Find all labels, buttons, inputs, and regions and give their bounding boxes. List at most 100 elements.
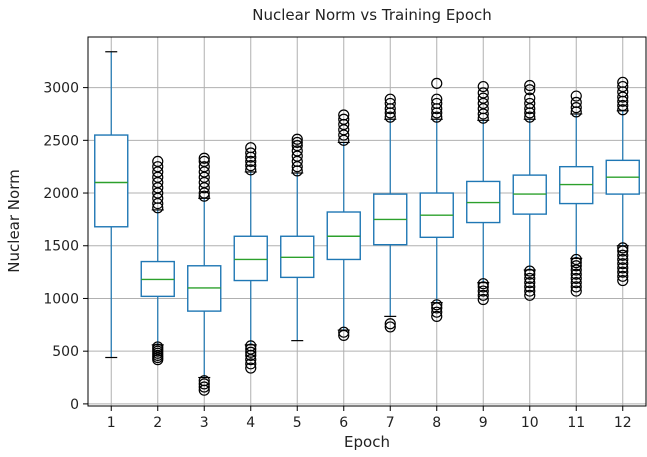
grid-lines [88,37,646,406]
x-tick-label: 11 [567,415,585,431]
outlier-point [524,265,536,277]
outlier-point [245,160,257,172]
box-epoch-12 [605,76,640,287]
outlier-point [431,299,443,311]
outlier-point [524,92,536,104]
outlier-point [431,306,443,318]
outlier-point [570,253,582,266]
outlier-point [617,80,629,93]
x-tick-label: 7 [386,415,395,431]
outlier-point [245,346,257,358]
outlier-point [477,281,489,293]
box-epoch-10 [512,79,547,301]
outlier-point [570,90,582,102]
outlier-point [524,281,536,293]
outlier-point [245,142,257,154]
box-epoch-9 [466,80,501,306]
outlier-point [198,161,210,173]
outlier-point [198,190,210,202]
outlier-point [524,272,536,285]
outlier-point [198,381,210,393]
outlier-point [477,278,489,290]
outlier-point [570,285,582,297]
chart-title: Nuclear Norm vs Training Epoch [252,6,492,24]
outlier-point [338,326,350,338]
outlier-point [524,277,536,289]
outlier-point [617,266,629,278]
outlier-point [198,152,210,164]
outlier-point [477,289,489,301]
outlier-point [477,92,489,104]
outlier-point [245,147,257,159]
x-tick-label: 1 [107,415,116,431]
outlier-point [617,274,629,287]
outlier-point [570,268,582,280]
outlier-point [570,96,582,108]
outlier-point [384,318,396,330]
y-tick-label: 1000 [43,291,79,307]
x-tick-label: 8 [432,415,441,431]
outlier-point [152,161,164,173]
outlier-point [384,321,396,333]
outlier-point [617,249,629,261]
x-tick-label: 6 [339,415,348,431]
x-tick-label: 2 [153,415,162,431]
y-tick-label: 1500 [43,239,79,255]
y-tick-label: 2500 [43,133,79,149]
plot-frame [87,36,647,407]
outlier-point [384,97,396,110]
outlier-point [384,111,396,123]
x-axis-label: Epoch [344,433,390,451]
box-epoch-1 [94,51,129,359]
box-epoch-6 [326,109,361,341]
outlier-point [617,270,629,282]
outlier-point [617,262,629,274]
y-tick-label: 0 [70,397,79,413]
outlier-point [524,111,536,123]
outlier-point [338,329,350,341]
outlier-point [245,164,257,176]
outlier-point [477,87,489,99]
outlier-point [291,139,303,152]
boxes [94,51,640,396]
outlier-point [198,155,210,168]
outlier-point [524,285,536,297]
outlier-point [431,310,443,322]
outlier-point [291,136,303,149]
x-tick-label: 9 [479,415,488,431]
outlier-point [617,104,629,116]
outlier-point [617,258,629,270]
outlier-point [245,362,257,374]
outlier-point [245,358,257,370]
outlier-point [198,375,210,387]
outlier-point [152,155,164,168]
outlier-point [570,257,582,269]
outlier-point [524,97,536,110]
outlier-point [617,76,629,88]
outlier-point [524,79,536,92]
x-tick-label: 10 [521,415,539,431]
outlier-point [477,293,489,306]
outlier-point [431,302,443,314]
x-tick-label: 12 [614,415,632,431]
x-tick-label: 4 [246,415,255,431]
y-tick-label: 3000 [43,81,79,97]
outlier-point [477,285,489,297]
box-epoch-8 [419,77,454,322]
outlier-point [291,133,303,145]
outlier-point [198,378,210,390]
outlier-point [152,341,164,353]
outlier-point [431,111,443,123]
outlier-point [617,253,629,266]
outlier-point [524,289,536,301]
outlier-point [245,155,257,168]
box-epoch-11 [559,90,594,297]
outlier-point [524,84,536,96]
outlier-point [617,99,629,112]
outlier-point [617,242,629,254]
outlier-point [245,340,257,352]
box-iqr [94,134,129,228]
outlier-point [384,93,396,105]
y-tick-label: 2000 [43,186,79,202]
